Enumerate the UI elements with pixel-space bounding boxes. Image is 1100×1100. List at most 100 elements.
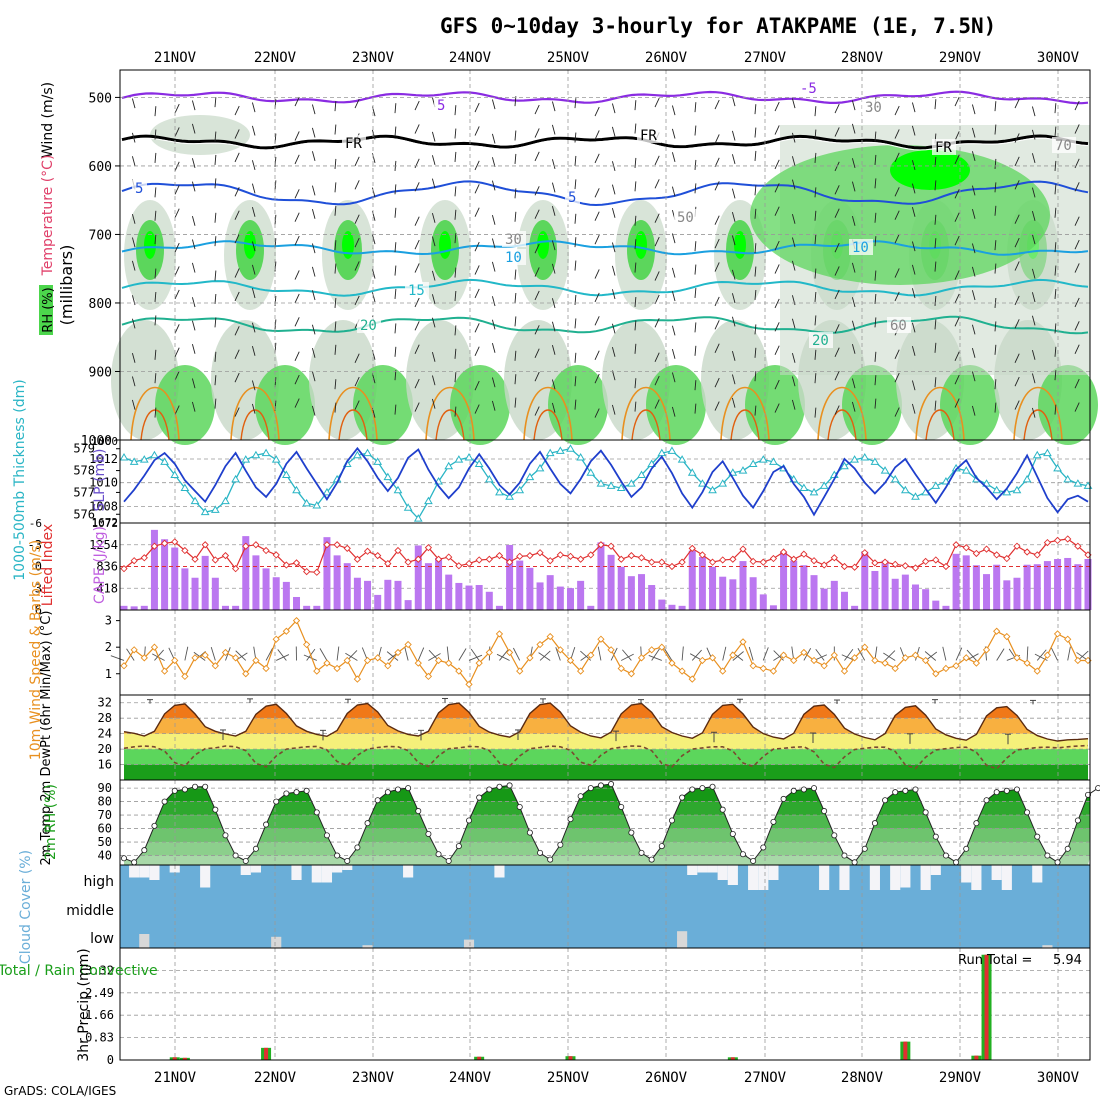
cape-bar [303, 605, 311, 610]
wind-barb [1014, 156, 1020, 167]
wind-barb [574, 98, 577, 109]
cape-bar [840, 591, 848, 610]
rh-tick-label: 40 [98, 849, 112, 863]
wind-speed-point [871, 656, 879, 665]
temp-contour-25 [328, 386, 378, 441]
wind-barb [534, 186, 540, 196]
wind-barb [874, 375, 877, 386]
wind-barb [694, 380, 697, 391]
lifted-index-point [262, 546, 270, 555]
wind-barb [1014, 400, 1020, 410]
clear-high-bar [758, 865, 769, 890]
wind-barb [1074, 344, 1080, 354]
wind-barb [834, 185, 840, 195]
wind-speed-point [648, 646, 656, 654]
wind-speed-point [698, 656, 707, 665]
rh-point [354, 844, 361, 851]
wind-barb [594, 188, 600, 198]
lifted-index-point [617, 555, 625, 563]
wind-barb [594, 106, 600, 117]
wind-barb [671, 128, 676, 139]
wind-barb [234, 372, 240, 383]
wind-barb [911, 160, 916, 171]
rh-contour-region [255, 365, 315, 445]
temp-tick-label: 20 [98, 742, 112, 756]
wind-speed-point [140, 654, 148, 662]
cape-axis-label: CAPE (J/kg) [92, 526, 108, 604]
wind-barb [414, 124, 420, 134]
wind-barb [731, 154, 736, 165]
wind-barb [514, 153, 517, 164]
wind-barb [971, 324, 976, 335]
thickness-point [870, 457, 880, 465]
rh-point [729, 830, 736, 837]
rh-point [121, 855, 128, 862]
cape-bar [942, 605, 950, 610]
cloud-axis-label: Cloud Cover (%) [18, 850, 34, 964]
lifted-index-point [1043, 538, 1052, 547]
thickness-point [900, 485, 910, 494]
wind-speed-point [404, 640, 412, 649]
wind-barb [551, 321, 556, 332]
wind-barb [311, 208, 316, 219]
wind-barb [491, 261, 496, 272]
precip-convective-bar [730, 1057, 735, 1060]
rh-point [953, 859, 960, 866]
wind-barb [574, 179, 577, 190]
wind-barb [814, 234, 817, 245]
wind-barb [1054, 126, 1057, 137]
wind-barb [274, 180, 277, 191]
cape-bar [1054, 559, 1062, 610]
wind-barb [354, 261, 360, 271]
cape-bar [445, 574, 453, 610]
wind-barb [954, 351, 960, 361]
wind-barb [1014, 319, 1020, 329]
contour-label: 10 [852, 240, 869, 256]
temp-contour-25 [230, 386, 280, 441]
side-labels: Wind (m/s)Temperature (°C) RH (%) (milliba… [0, 82, 158, 1062]
cloud-cover-panel: high middle low [66, 864, 1091, 949]
wind-barb [174, 208, 180, 218]
wind-barb [611, 404, 616, 415]
cape-bar [820, 588, 828, 610]
wind-barb [154, 129, 157, 140]
cape-tick-label: 836 [96, 560, 118, 574]
thickness-point [353, 450, 362, 459]
wind-barb [294, 270, 300, 280]
wind-barb [654, 294, 660, 305]
wind-barb [714, 215, 720, 225]
clear-high-bar [494, 865, 505, 878]
wind-speed-point [455, 667, 463, 675]
wind-barb [934, 377, 937, 388]
wind-speed-point [719, 667, 727, 675]
wind-barb [934, 261, 937, 272]
wind-barb [894, 407, 900, 417]
wind-barb [911, 288, 916, 299]
low-cloud-bar [463, 939, 475, 948]
wind-barb [394, 323, 397, 334]
thickness-point [626, 479, 636, 487]
wind-speed-point [729, 651, 737, 659]
wind-barb [154, 234, 157, 245]
cape-bar [698, 556, 706, 610]
temp-contour-25 [621, 386, 671, 441]
rh-point [364, 820, 371, 827]
contour-label-bg [797, 80, 821, 96]
bottom-date-label: 30NOV [1037, 1070, 1080, 1086]
wind-speed-point [993, 627, 1001, 635]
rh-contour-region [450, 365, 510, 445]
cape-bar [648, 585, 656, 610]
wind-barb [154, 649, 164, 661]
lifted-index-point [932, 556, 940, 564]
wind-axis-label: Wind (m/s) [40, 82, 56, 158]
wind-barb [834, 242, 840, 253]
temp-contour-30 [240, 409, 270, 441]
wind-barb [851, 262, 856, 273]
clear-high-bar [311, 865, 322, 883]
wind-speed-line [123, 619, 1088, 686]
thickness-point [464, 452, 474, 461]
wind-barb [994, 344, 997, 355]
thickness-point [677, 455, 687, 463]
temp-contour-30 [730, 409, 760, 441]
